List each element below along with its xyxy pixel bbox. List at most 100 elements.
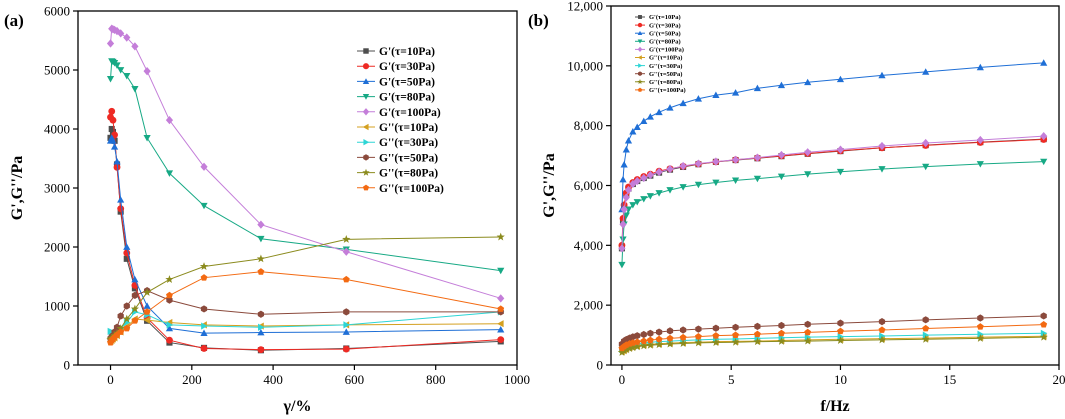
data-point (634, 332, 641, 340)
data-point (143, 67, 151, 76)
data-point (143, 308, 151, 315)
legend-label: G'(τ=30Pa) (379, 61, 435, 73)
data-point (497, 326, 505, 333)
data-point (106, 39, 115, 48)
data-point (976, 135, 984, 145)
legend-marker (637, 30, 643, 36)
data-point (166, 291, 173, 299)
data-point (1040, 329, 1048, 337)
series-line (110, 27, 501, 299)
y-tick-label: 4000 (44, 122, 70, 137)
data-point (694, 332, 702, 340)
legend-label: G''(τ=100Pa) (379, 183, 444, 195)
data-point (754, 322, 761, 331)
data-point (342, 247, 350, 256)
data-point (646, 193, 654, 200)
legend-marker (637, 79, 643, 85)
legend-marker (637, 87, 643, 92)
series-9 (106, 232, 505, 344)
data-point (123, 33, 131, 42)
data-point (200, 329, 208, 337)
data-point (622, 193, 630, 202)
series-1 (618, 136, 1047, 252)
data-point (257, 346, 265, 354)
data-point (878, 166, 886, 173)
data-point (342, 328, 350, 335)
data-point (679, 333, 687, 341)
series-line (110, 111, 501, 351)
data-point (143, 316, 150, 324)
data-point (109, 116, 117, 124)
series-2 (618, 136, 1048, 249)
data-point (257, 268, 265, 275)
data-point (165, 275, 174, 283)
data-point (257, 235, 265, 243)
data-point (646, 113, 654, 120)
legend-label: G''(τ=80Pa) (649, 79, 682, 86)
data-point (110, 143, 119, 150)
data-point (131, 275, 139, 283)
x-tick-label: 0 (107, 372, 114, 387)
data-point (640, 337, 648, 344)
data-point (922, 163, 930, 171)
data-point (123, 73, 131, 80)
data-point (131, 317, 139, 324)
y-tick-label: 4,000 (574, 238, 603, 253)
data-point (618, 261, 626, 269)
data-point (497, 305, 505, 312)
data-point (620, 205, 628, 214)
data-point (143, 134, 151, 142)
data-point (165, 170, 174, 177)
data-point (666, 104, 674, 111)
data-point (113, 163, 121, 171)
data-point (497, 267, 505, 275)
data-point (804, 320, 811, 328)
data-point (342, 275, 350, 283)
series-5 (106, 24, 505, 303)
data-point (976, 63, 984, 71)
data-point (166, 296, 173, 304)
data-point (753, 153, 762, 162)
data-point (731, 177, 740, 185)
legend-marker (362, 123, 369, 131)
data-point (712, 179, 720, 187)
data-point (343, 308, 350, 316)
legend-label: G''(τ=10Pa) (379, 122, 438, 134)
data-point (646, 340, 655, 349)
x-tick-label: 15 (943, 372, 956, 387)
data-point (108, 107, 116, 115)
series-line (621, 135, 1044, 249)
x-tick-label: 20 (1053, 372, 1065, 387)
data-point (754, 330, 761, 338)
legend-marker (362, 78, 370, 84)
panel-a-chart: 0 200 400 600 800 1000 0 1000 2000 3000 4000 5000 60… (4, 4, 530, 416)
data-point (922, 324, 930, 332)
y-axis-title: G',G''/Pa (9, 156, 26, 220)
series-1 (107, 125, 504, 354)
data-point (922, 68, 930, 75)
series-9 (617, 332, 1048, 356)
data-point (778, 329, 785, 337)
data-point (131, 42, 139, 51)
data-point (142, 288, 152, 296)
x-tick-label: 1000 (504, 372, 530, 387)
data-point (655, 190, 663, 197)
legend-label: G''(τ=30Pa) (379, 137, 438, 149)
data-point (804, 171, 812, 178)
data-point (200, 305, 208, 313)
legend-marker (362, 108, 370, 116)
data-point (258, 323, 265, 331)
data-point (695, 325, 702, 333)
data-point (166, 321, 174, 329)
data-point (655, 108, 663, 116)
legend-label: G''(τ=80Pa) (379, 168, 438, 180)
data-point (922, 331, 930, 339)
data-point (624, 137, 633, 144)
data-point (622, 345, 631, 354)
legend-label: G'(τ=100Pa) (649, 47, 684, 54)
data-point (803, 336, 812, 345)
data-point (878, 71, 886, 79)
data-point (633, 338, 641, 345)
data-point (732, 331, 739, 338)
legend-marker (638, 15, 642, 19)
